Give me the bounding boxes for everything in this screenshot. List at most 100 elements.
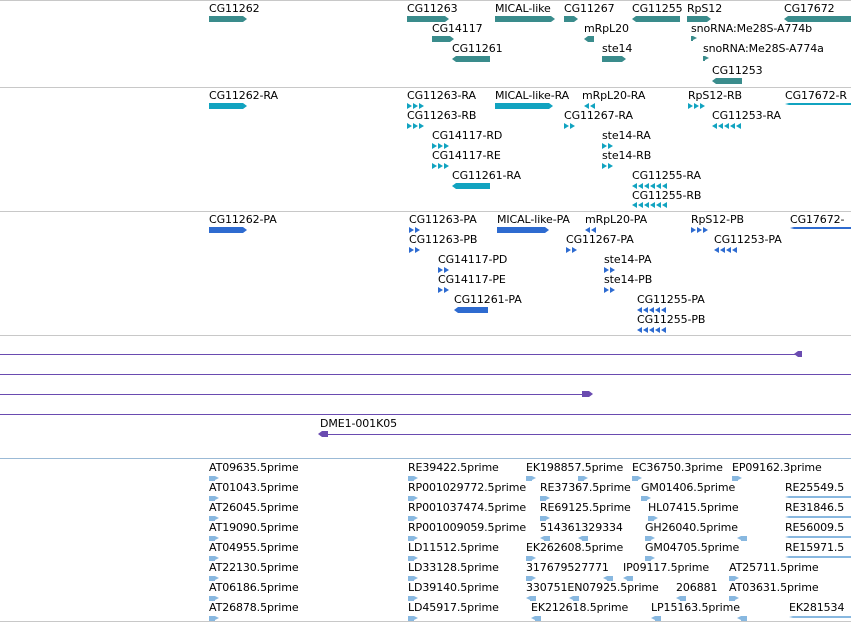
protein-feature[interactable] [604,267,616,273]
est-feature[interactable] [729,576,739,581]
protein-feature[interactable] [409,227,421,233]
transcript-feature[interactable] [495,103,553,109]
est-feature[interactable] [408,596,418,601]
est-feature[interactable] [729,596,739,601]
transcript-feature[interactable] [785,103,851,105]
transcript-feature[interactable] [407,103,425,109]
est-feature[interactable] [408,516,418,521]
est-feature[interactable] [623,576,633,581]
gene-feature[interactable] [691,36,697,41]
gene-feature[interactable] [602,56,626,62]
est-feature[interactable] [209,476,219,481]
protein-feature[interactable] [438,287,450,293]
protein-feature[interactable] [497,227,549,233]
est-feature[interactable] [209,576,219,581]
est-feature[interactable] [408,496,418,501]
clone-feature[interactable] [0,374,851,375]
transcript-feature[interactable] [452,183,490,189]
gene-feature[interactable] [584,36,594,42]
est-feature[interactable] [785,516,851,518]
est-feature[interactable] [785,496,851,498]
transcript-feature[interactable] [632,202,668,208]
est-feature[interactable] [785,536,851,538]
gene-feature[interactable] [632,16,680,22]
est-feature[interactable] [531,616,541,621]
clone-feature[interactable] [0,394,584,395]
transcript-feature[interactable] [632,183,668,189]
clone-feature[interactable] [322,434,851,435]
protein-feature[interactable] [409,247,421,253]
est-feature[interactable] [526,476,536,481]
protein-feature[interactable] [566,247,578,253]
est-feature[interactable] [209,596,219,601]
gene-feature[interactable] [564,16,578,22]
est-feature[interactable] [651,616,661,621]
transcript-feature[interactable] [712,123,742,129]
transcript-feature[interactable] [209,103,247,109]
est-feature[interactable] [209,556,219,561]
clone-end-marker[interactable] [318,431,328,437]
protein-feature[interactable] [209,227,247,233]
est-feature[interactable] [209,516,219,521]
clone-feature[interactable] [0,354,798,355]
est-feature[interactable] [408,476,418,481]
est-feature[interactable] [569,596,579,601]
gene-feature[interactable] [712,78,742,84]
est-feature[interactable] [209,536,219,541]
est-feature[interactable] [578,476,588,481]
transcript-feature[interactable] [584,103,596,109]
protein-feature[interactable] [604,287,616,293]
transcript-feature[interactable] [432,143,450,149]
transcript-feature[interactable] [407,123,425,129]
est-feature[interactable] [578,536,588,541]
gene-feature[interactable] [784,16,851,22]
transcript-feature[interactable] [688,103,706,109]
est-feature[interactable] [641,496,651,501]
est-feature[interactable] [209,616,219,621]
transcript-feature[interactable] [602,143,614,149]
est-feature[interactable] [540,536,550,541]
est-feature[interactable] [789,616,851,618]
est-feature[interactable] [676,596,686,601]
gene-feature[interactable] [407,16,449,22]
est-feature[interactable] [632,476,642,481]
clone-end-marker[interactable] [794,351,802,357]
est-feature[interactable] [408,576,418,581]
gene-feature[interactable] [209,16,247,22]
est-feature[interactable] [737,616,747,621]
est-feature[interactable] [526,596,536,601]
transcript-feature[interactable] [432,163,450,169]
clone-feature[interactable] [0,414,851,415]
est-feature[interactable] [603,576,613,581]
est-feature[interactable] [540,496,550,501]
est-feature[interactable] [408,536,418,541]
gene-feature[interactable] [432,36,454,42]
est-feature[interactable] [645,536,655,541]
est-feature[interactable] [732,476,742,481]
est-feature[interactable] [785,556,851,558]
protein-feature[interactable] [637,307,667,313]
transcript-feature[interactable] [602,163,614,169]
protein-feature[interactable] [714,247,738,253]
gene-feature[interactable] [703,56,709,61]
gene-feature[interactable] [687,16,711,22]
est-feature[interactable] [209,496,219,501]
gene-feature[interactable] [495,16,555,22]
est-feature[interactable] [526,556,536,561]
clone-end-marker[interactable] [582,391,593,397]
protein-feature[interactable] [637,327,667,333]
est-feature[interactable] [737,536,747,541]
est-feature[interactable] [408,616,418,621]
est-feature[interactable] [645,556,655,561]
transcript-feature[interactable] [564,123,576,129]
est-feature[interactable] [540,516,550,521]
gene-feature[interactable] [452,56,490,62]
est-feature[interactable] [408,556,418,561]
protein-feature[interactable] [585,227,597,233]
protein-feature[interactable] [790,227,851,229]
protein-feature[interactable] [438,267,450,273]
protein-feature[interactable] [454,307,488,313]
protein-feature[interactable] [691,227,709,233]
est-feature[interactable] [648,516,658,521]
est-feature[interactable] [526,576,536,581]
